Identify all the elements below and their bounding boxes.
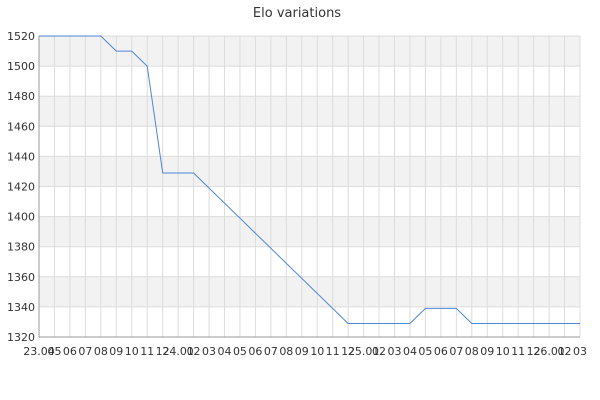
x-tick-label: 06 bbox=[434, 345, 448, 358]
x-tick-label: 05 bbox=[418, 345, 432, 358]
x-tick-label: 08 bbox=[279, 345, 293, 358]
y-tick-label: 1480 bbox=[7, 90, 35, 103]
x-tick-label: 02 bbox=[558, 345, 572, 358]
x-tick-label: 07 bbox=[264, 345, 278, 358]
grid-band bbox=[39, 96, 580, 127]
y-tick-label: 1520 bbox=[7, 30, 35, 43]
y-tick-label: 1460 bbox=[7, 120, 35, 133]
grid-band bbox=[39, 156, 580, 187]
x-tick-label: 02 bbox=[372, 345, 386, 358]
chart-title: Elo variations bbox=[253, 6, 341, 21]
y-tick-label: 1420 bbox=[7, 181, 35, 194]
x-tick-label: 26.01 bbox=[533, 345, 565, 358]
x-tick-label: 03 bbox=[573, 345, 587, 358]
x-tick-label: 10 bbox=[125, 345, 139, 358]
x-tick-label: 06 bbox=[63, 345, 77, 358]
y-tick-label: 1360 bbox=[7, 271, 35, 284]
y-tick-label: 1320 bbox=[7, 331, 35, 344]
grid-band bbox=[39, 216, 580, 247]
x-tick-label: 03 bbox=[388, 345, 402, 358]
x-tick-label: 11 bbox=[326, 345, 340, 358]
y-tick-label: 1500 bbox=[7, 60, 35, 73]
x-tick-label: 09 bbox=[480, 345, 494, 358]
plot-bands bbox=[39, 36, 580, 307]
x-tick-label: 11 bbox=[511, 345, 525, 358]
x-tick-label: 03 bbox=[202, 345, 216, 358]
x-tick-label: 06 bbox=[248, 345, 262, 358]
x-tick-label: 12 bbox=[527, 345, 541, 358]
x-tick-label: 12 bbox=[341, 345, 355, 358]
series-layer bbox=[39, 35, 580, 324]
axes bbox=[38, 36, 580, 338]
x-tick-label: 05 bbox=[233, 345, 247, 358]
y-tick-label: 1380 bbox=[7, 241, 35, 254]
y-tick-labels: 1320 1340 1360 1380 1400 1420 1440 1460 1480 1500… bbox=[7, 30, 35, 344]
y-tick-label: 1400 bbox=[7, 211, 35, 224]
x-tick-label: 23.04 bbox=[23, 345, 55, 358]
y-tick-label: 1440 bbox=[7, 150, 35, 163]
x-tick-label: 07 bbox=[78, 345, 92, 358]
x-tick-label: 04 bbox=[217, 345, 231, 358]
x-tick-label: 02 bbox=[187, 345, 201, 358]
x-tick-label: 08 bbox=[465, 345, 479, 358]
x-tick-label: 09 bbox=[295, 345, 309, 358]
x-tick-label: 10 bbox=[496, 345, 510, 358]
x-tick-label: 11 bbox=[140, 345, 154, 358]
x-tick-label: 08 bbox=[94, 345, 108, 358]
grid-lines bbox=[38, 35, 581, 338]
series-line bbox=[39, 35, 580, 324]
x-tick-label: 04 bbox=[403, 345, 417, 358]
grid-band bbox=[39, 276, 580, 307]
x-tick-label: 12 bbox=[156, 345, 170, 358]
y-tick-label: 1340 bbox=[7, 301, 35, 314]
x-tick-label: 24.01 bbox=[162, 345, 194, 358]
x-tick-label: 09 bbox=[109, 345, 123, 358]
x-tick-label: 05 bbox=[47, 345, 61, 358]
x-tick-label: 10 bbox=[310, 345, 324, 358]
x-tick-label: 07 bbox=[449, 345, 463, 358]
x-tick-label: 25.01 bbox=[348, 345, 380, 358]
